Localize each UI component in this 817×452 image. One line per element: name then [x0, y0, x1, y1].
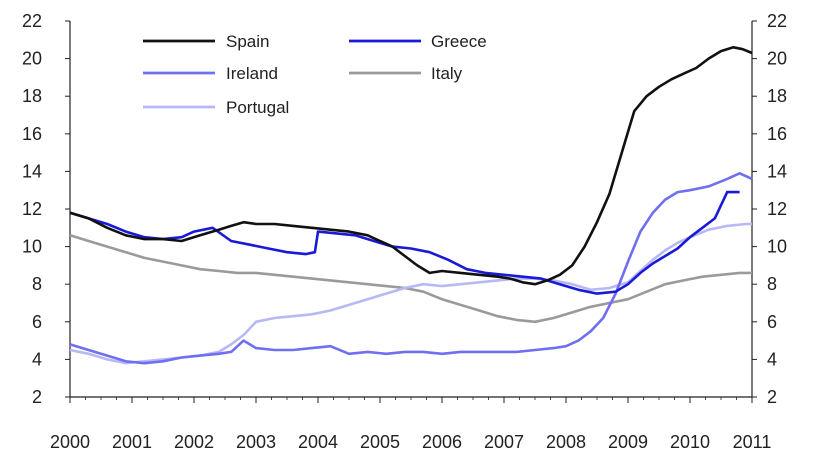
y-tick-label-right: 14	[767, 161, 787, 181]
y-tick-label-left: 20	[22, 49, 42, 69]
series-line-italy	[69, 234, 752, 324]
x-tick-label: 2010	[670, 432, 710, 452]
y-tick-label-left: 4	[32, 349, 42, 369]
y-tick-label-right: 18	[767, 86, 787, 106]
x-axis-ticks: 2000 2001 2002 2003 2004 2005 2006 2007 2008 2009…	[50, 397, 771, 452]
x-tick-label: 2006	[422, 432, 462, 452]
y-tick-label-right: 10	[767, 237, 787, 257]
x-tick-label: 2007	[484, 432, 524, 452]
series-lines	[69, 45, 753, 365]
legend-label-greece: Greece	[431, 32, 487, 51]
y-tick-label-right: 22	[767, 11, 787, 31]
y-tick-label-right: 6	[767, 312, 777, 332]
y-tick-label-right: 12	[767, 199, 787, 219]
y-tick-label-right: 16	[767, 124, 787, 144]
y-tick-label-right: 2	[767, 387, 777, 407]
x-tick-label: 2005	[360, 432, 400, 452]
y-tick-label-right: 4	[767, 349, 777, 369]
y-tick-label-left: 6	[32, 312, 42, 332]
y-axis-right-ticks: 2 4 6 8 10 12 14 16 18 20 22	[752, 11, 787, 407]
series-line-ireland	[69, 172, 753, 365]
y-tick-label-left: 2	[32, 387, 42, 407]
x-tick-label: 2008	[546, 432, 586, 452]
y-tick-label-left: 12	[22, 199, 42, 219]
y-tick-label-left: 10	[22, 237, 42, 257]
x-tick-label: 2009	[608, 432, 648, 452]
x-tick-label: 2011	[733, 432, 772, 452]
x-tick-label: 2004	[298, 432, 338, 452]
series-line-spain	[69, 45, 753, 286]
x-tick-label: 2002	[174, 432, 214, 452]
y-axis-left-ticks: 2 4 6 8 10 12 14 16 18 20 22	[22, 11, 70, 407]
y-tick-label-left: 8	[32, 274, 42, 294]
y-tick-label-left: 18	[22, 86, 42, 106]
legend-label-ireland: Ireland	[226, 64, 278, 83]
x-tick-label: 2001	[112, 432, 152, 452]
series-line-portugal	[69, 222, 752, 365]
y-tick-label-left: 16	[22, 124, 42, 144]
chart-axes	[69, 21, 753, 398]
x-tick-label: 2000	[50, 432, 90, 452]
y-tick-label-left: 14	[22, 161, 42, 181]
y-tick-label-right: 20	[767, 49, 787, 69]
legend: Spain Greece Ireland Italy Portugal	[143, 32, 487, 117]
legend-label-portugal: Portugal	[226, 98, 289, 117]
legend-label-spain: Spain	[226, 32, 269, 51]
series-line-greece	[69, 190, 740, 295]
legend-label-italy: Italy	[431, 64, 463, 83]
x-tick-label: 2003	[236, 432, 276, 452]
y-tick-label-left: 22	[22, 11, 42, 31]
y-tick-label-right: 8	[767, 274, 777, 294]
